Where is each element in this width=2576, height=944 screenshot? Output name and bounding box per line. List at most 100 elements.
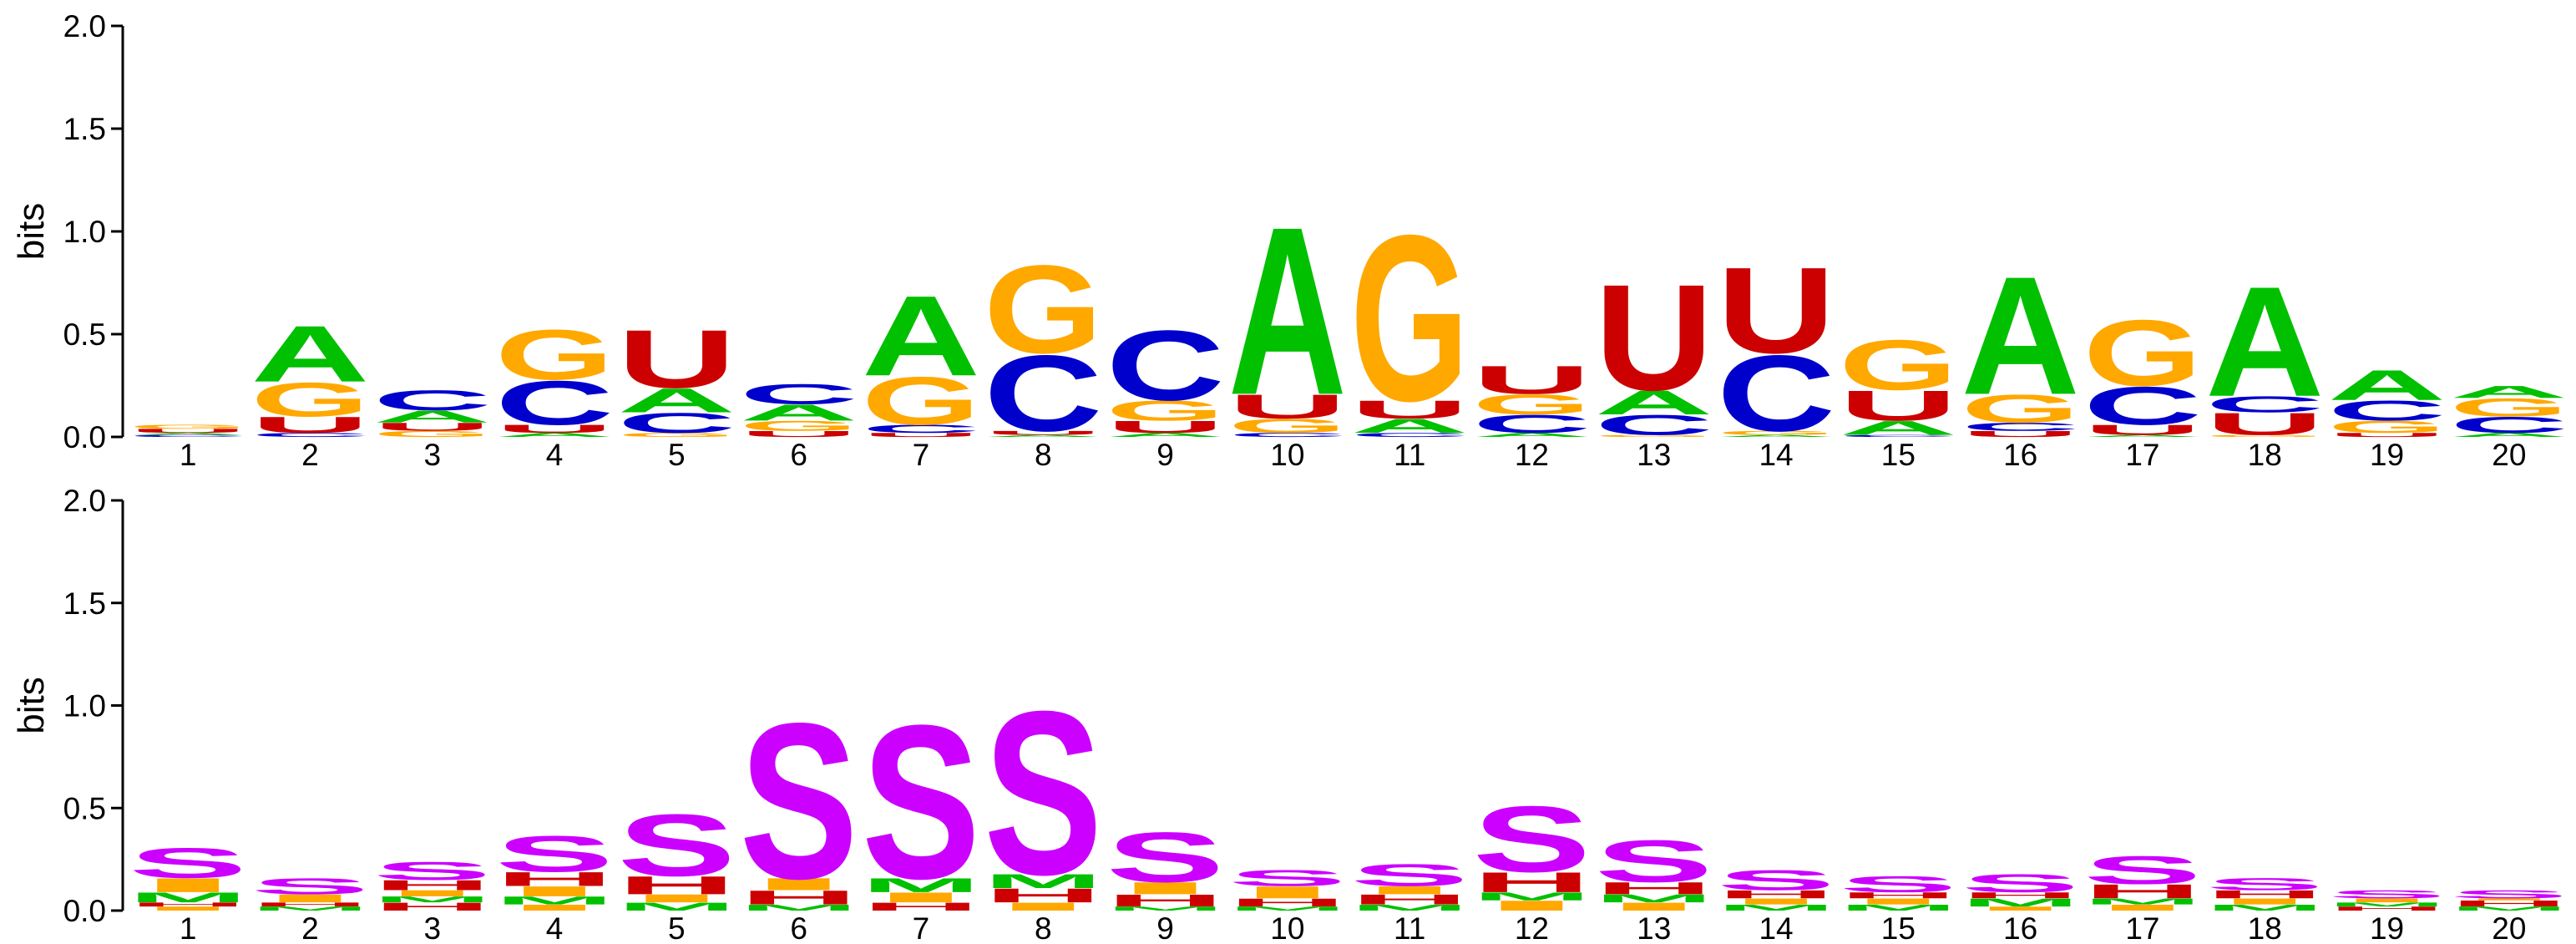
logo-letter-u: U xyxy=(984,429,1102,436)
x-tick-label: 4 xyxy=(546,438,564,472)
logo-panel-bottom: 0.00.51.01.52.0bits1IHMIS2MHIS3HMIHS4IMI… xyxy=(11,484,2568,944)
logo-letter-m: M xyxy=(495,894,614,906)
logo-letter-a: A xyxy=(1350,414,1469,437)
logo-letter-s: S xyxy=(1717,865,1835,896)
logo-letter-m: M xyxy=(862,874,980,896)
logo-letter-u: U xyxy=(1472,358,1591,402)
logo-letter-a: A xyxy=(129,432,247,435)
logo-letter-i: I xyxy=(1961,906,2080,912)
x-tick-label: 16 xyxy=(2003,911,2037,944)
logo-letter-u: U xyxy=(251,412,369,438)
logo-letter-a: A xyxy=(1595,383,1713,422)
logo-letter-g: G xyxy=(1350,185,1469,450)
y-tick-label: 2.0 xyxy=(63,484,106,518)
logo-letter-m: M xyxy=(129,890,247,906)
logo-panel-top: 0.00.51.01.52.0bits1CAUG2CUGA3GUAC4AUCG5… xyxy=(11,9,2568,472)
logo-letter-c: C xyxy=(1106,309,1224,421)
logo-letter-a: A xyxy=(862,272,980,399)
y-tick-label: 0.5 xyxy=(63,317,106,352)
logo-letter-h: H xyxy=(617,871,736,900)
logo-letter-s: S xyxy=(617,796,736,895)
logo-letter-s: S xyxy=(2205,875,2324,894)
logo-letter-i: I xyxy=(1717,896,1835,906)
logo-letter-s: S xyxy=(1106,818,1224,897)
logo-letter-m: M xyxy=(2327,901,2446,908)
logo-letter-a: A xyxy=(1228,178,1347,446)
logo-letter-u: U xyxy=(2083,422,2202,438)
logo-letter-m: M xyxy=(1350,903,1469,912)
logo-letter-c: C xyxy=(495,368,614,438)
logo-letter-c: C xyxy=(1228,432,1347,439)
x-tick-label: 17 xyxy=(2125,911,2159,944)
logo-letter-s: S xyxy=(495,825,614,882)
x-tick-label: 6 xyxy=(790,438,807,472)
logo-letter-g: G xyxy=(251,373,369,427)
logo-letter-c: C xyxy=(1961,420,2080,433)
logo-letter-m: M xyxy=(251,906,369,912)
logo-letter-s: S xyxy=(1472,787,1591,891)
logo-letter-i: I xyxy=(129,874,247,896)
logo-letter-a: A xyxy=(2327,361,2446,409)
x-tick-label: 14 xyxy=(1759,911,1793,944)
logo-letter-a: A xyxy=(1472,432,1591,439)
x-tick-label: 19 xyxy=(2370,438,2404,472)
logo-letter-c: C xyxy=(2450,412,2568,438)
logo-letter-i: I xyxy=(251,892,369,905)
logo-letter-c: C xyxy=(1839,434,1957,438)
logo-letter-c: C xyxy=(1472,409,1591,438)
x-tick-label: 10 xyxy=(1270,438,1304,472)
logo-letter-g: G xyxy=(1961,387,2080,431)
y-tick-label: 1.5 xyxy=(63,586,106,621)
logo-letter-g: G xyxy=(740,418,858,434)
logo-letter-m: M xyxy=(1961,896,2080,909)
logo-letter-h: H xyxy=(2450,899,2568,908)
logo-letter-g: G xyxy=(1228,414,1347,437)
logo-letter-i: I xyxy=(984,901,1102,913)
logo-letter-m: M xyxy=(2083,896,2202,906)
logo-letter-m: M xyxy=(1595,892,1713,905)
logo-letter-c: C xyxy=(2327,394,2446,426)
logo-letter-m: M xyxy=(1472,890,1591,902)
logo-letter-i: I xyxy=(2083,903,2202,912)
logo-letter-h: H xyxy=(1717,888,1835,901)
y-tick-label: 1.5 xyxy=(63,112,106,146)
x-tick-label: 16 xyxy=(2003,438,2037,472)
logo-letter-m: M xyxy=(1106,906,1224,912)
logo-letter-h: H xyxy=(1472,866,1591,898)
logo-letter-i: I xyxy=(740,875,858,894)
logo-letter-m: M xyxy=(984,870,1102,892)
logo-letter-m: M xyxy=(740,903,858,912)
logo-letter-c: C xyxy=(984,333,1102,454)
logo-letter-i: I xyxy=(1472,898,1591,914)
x-tick-label: 1 xyxy=(180,438,197,472)
logo-letter-s: S xyxy=(1350,858,1469,893)
x-tick-label: 3 xyxy=(423,911,441,944)
logo-letter-u: U xyxy=(1961,429,2080,439)
logo-letter-c: C xyxy=(373,384,492,416)
logo-letter-u: U xyxy=(740,429,858,439)
logo-letter-c: C xyxy=(1717,333,1835,454)
logo-letter-g: G xyxy=(2205,434,2324,438)
logo-letter-h: H xyxy=(1228,896,1347,909)
y-tick-label: 1.0 xyxy=(63,689,106,723)
logo-letter-h: H xyxy=(862,901,980,913)
logo-letter-i: I xyxy=(495,883,614,899)
logo-letter-c: C xyxy=(2205,392,2324,418)
x-tick-label: 13 xyxy=(1637,438,1671,472)
logo-letter-s: S xyxy=(129,840,247,887)
logo-letter-h: H xyxy=(1595,879,1713,898)
x-tick-label: 18 xyxy=(2248,438,2282,472)
logo-letter-a: A xyxy=(1106,432,1224,439)
logo-letter-m: M xyxy=(617,901,736,913)
x-tick-label: 13 xyxy=(1637,911,1671,944)
logo-letter-h: H xyxy=(984,885,1102,907)
x-tick-label: 9 xyxy=(1156,438,1174,472)
x-tick-label: 1 xyxy=(180,911,197,944)
logo-letter-u: U xyxy=(1595,254,1713,423)
y-axis-title: bits xyxy=(11,677,52,733)
logo-letter-a: A xyxy=(1717,434,1835,438)
logo-letter-a: A xyxy=(2083,434,2202,438)
y-tick-label: 0.0 xyxy=(63,420,106,454)
logo-letter-u: U xyxy=(1717,241,1835,378)
